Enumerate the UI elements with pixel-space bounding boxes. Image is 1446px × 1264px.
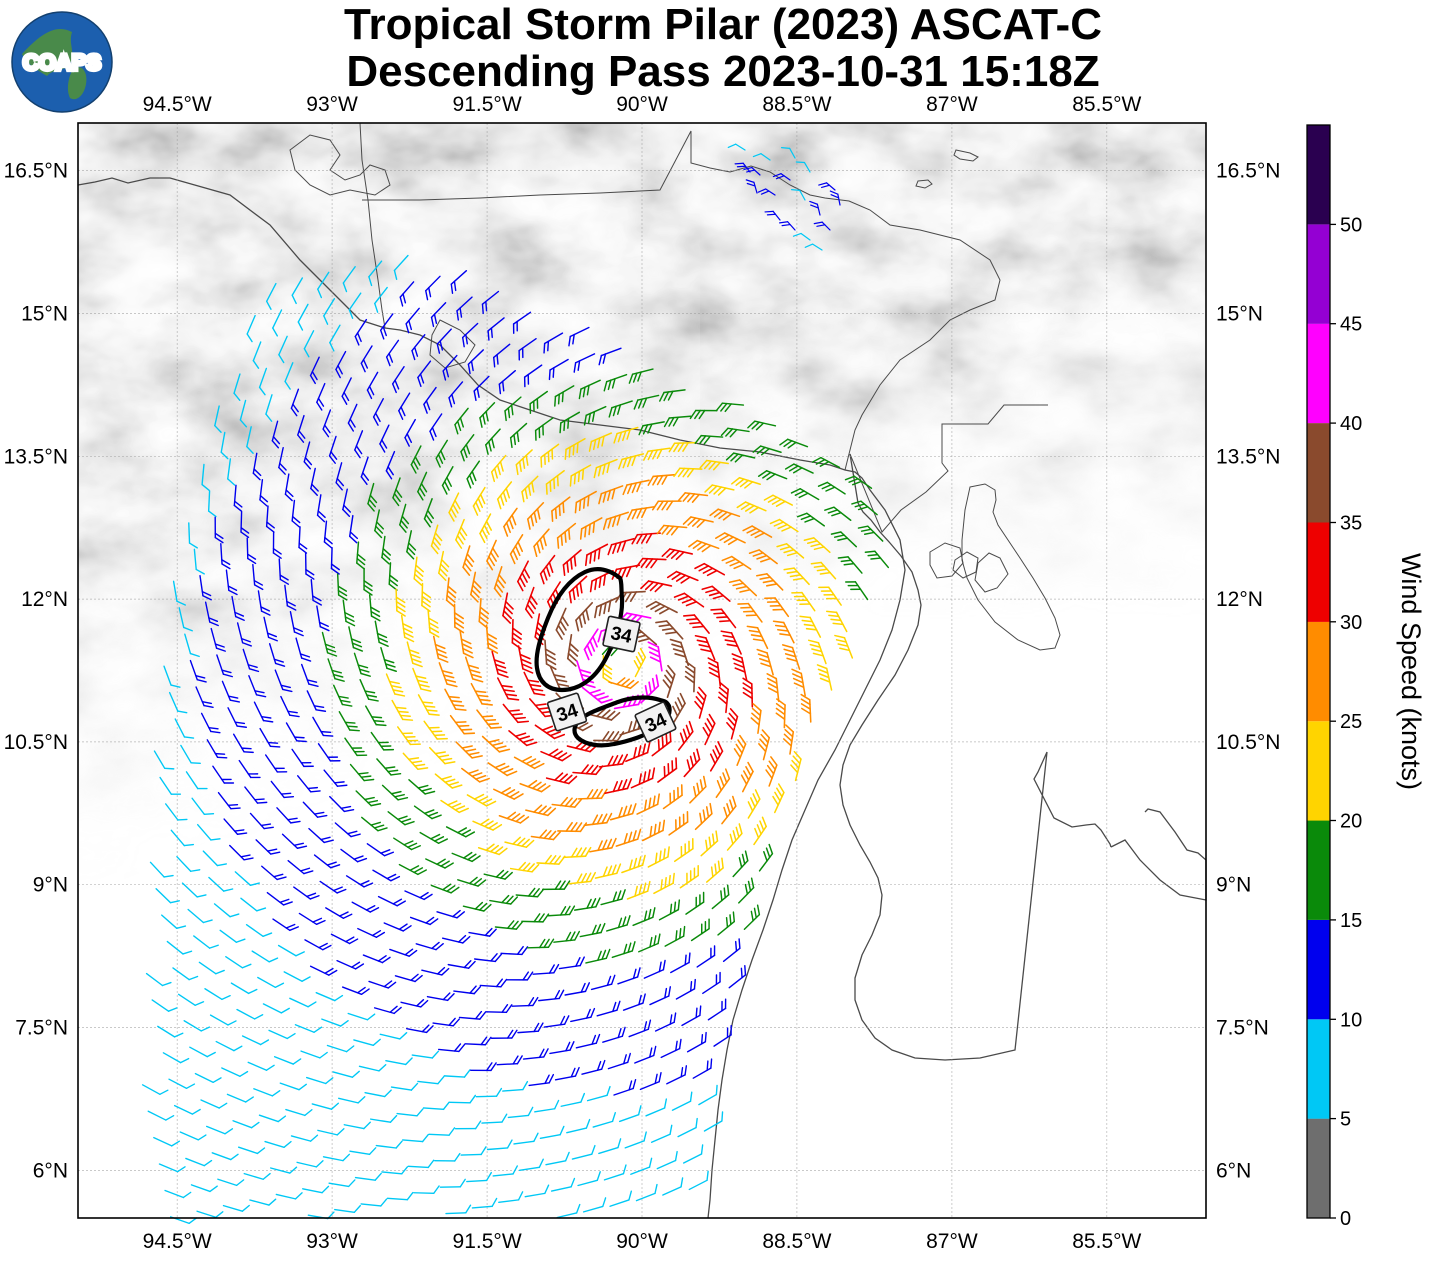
svg-text:10: 10 (1340, 1009, 1362, 1031)
svg-text:94.5°W: 94.5°W (143, 93, 212, 116)
svg-text:40: 40 (1340, 413, 1362, 435)
svg-text:12°N: 12°N (21, 588, 68, 611)
svg-text:50: 50 (1340, 214, 1362, 236)
svg-text:91.5°W: 91.5°W (453, 1230, 522, 1253)
svg-text:13.5°N: 13.5°N (1216, 445, 1280, 468)
svg-text:87°W: 87°W (926, 1230, 978, 1253)
svg-text:0: 0 (1340, 1208, 1351, 1230)
svg-text:94.5°W: 94.5°W (143, 1230, 212, 1253)
svg-text:10.5°N: 10.5°N (1216, 731, 1280, 754)
svg-text:15°N: 15°N (1216, 302, 1263, 325)
svg-text:9°N: 9°N (33, 874, 68, 897)
svg-text:91.5°W: 91.5°W (453, 93, 522, 116)
svg-text:6°N: 6°N (1216, 1159, 1251, 1182)
svg-text:7.5°N: 7.5°N (15, 1017, 68, 1040)
svg-text:85.5°W: 85.5°W (1072, 93, 1141, 116)
svg-text:87°W: 87°W (926, 93, 978, 116)
svg-text:20: 20 (1340, 811, 1362, 833)
svg-text:12°N: 12°N (1216, 588, 1263, 611)
svg-text:25: 25 (1340, 711, 1362, 733)
svg-text:90°W: 90°W (616, 93, 668, 116)
svg-text:9°N: 9°N (1216, 874, 1251, 897)
svg-text:5: 5 (1340, 1109, 1351, 1131)
svg-text:10.5°N: 10.5°N (4, 731, 68, 754)
svg-text:88.5°W: 88.5°W (762, 1230, 831, 1253)
svg-text:45: 45 (1340, 314, 1362, 336)
svg-text:6°N: 6°N (33, 1159, 68, 1182)
svg-text:15: 15 (1340, 910, 1362, 932)
svg-text:90°W: 90°W (616, 1230, 668, 1253)
svg-text:30: 30 (1340, 612, 1362, 634)
svg-text:88.5°W: 88.5°W (762, 93, 831, 116)
svg-text:7.5°N: 7.5°N (1216, 1017, 1269, 1040)
svg-text:93°W: 93°W (306, 1230, 358, 1253)
svg-text:35: 35 (1340, 513, 1362, 535)
svg-text:16.5°N: 16.5°N (1216, 160, 1280, 183)
svg-text:93°W: 93°W (306, 93, 358, 116)
svg-text:Wind Speed (knots): Wind Speed (knots) (1396, 553, 1426, 790)
svg-text:13.5°N: 13.5°N (4, 445, 68, 468)
svg-text:15°N: 15°N (21, 302, 68, 325)
svg-text:85.5°W: 85.5°W (1072, 1230, 1141, 1253)
svg-text:16.5°N: 16.5°N (4, 160, 68, 183)
